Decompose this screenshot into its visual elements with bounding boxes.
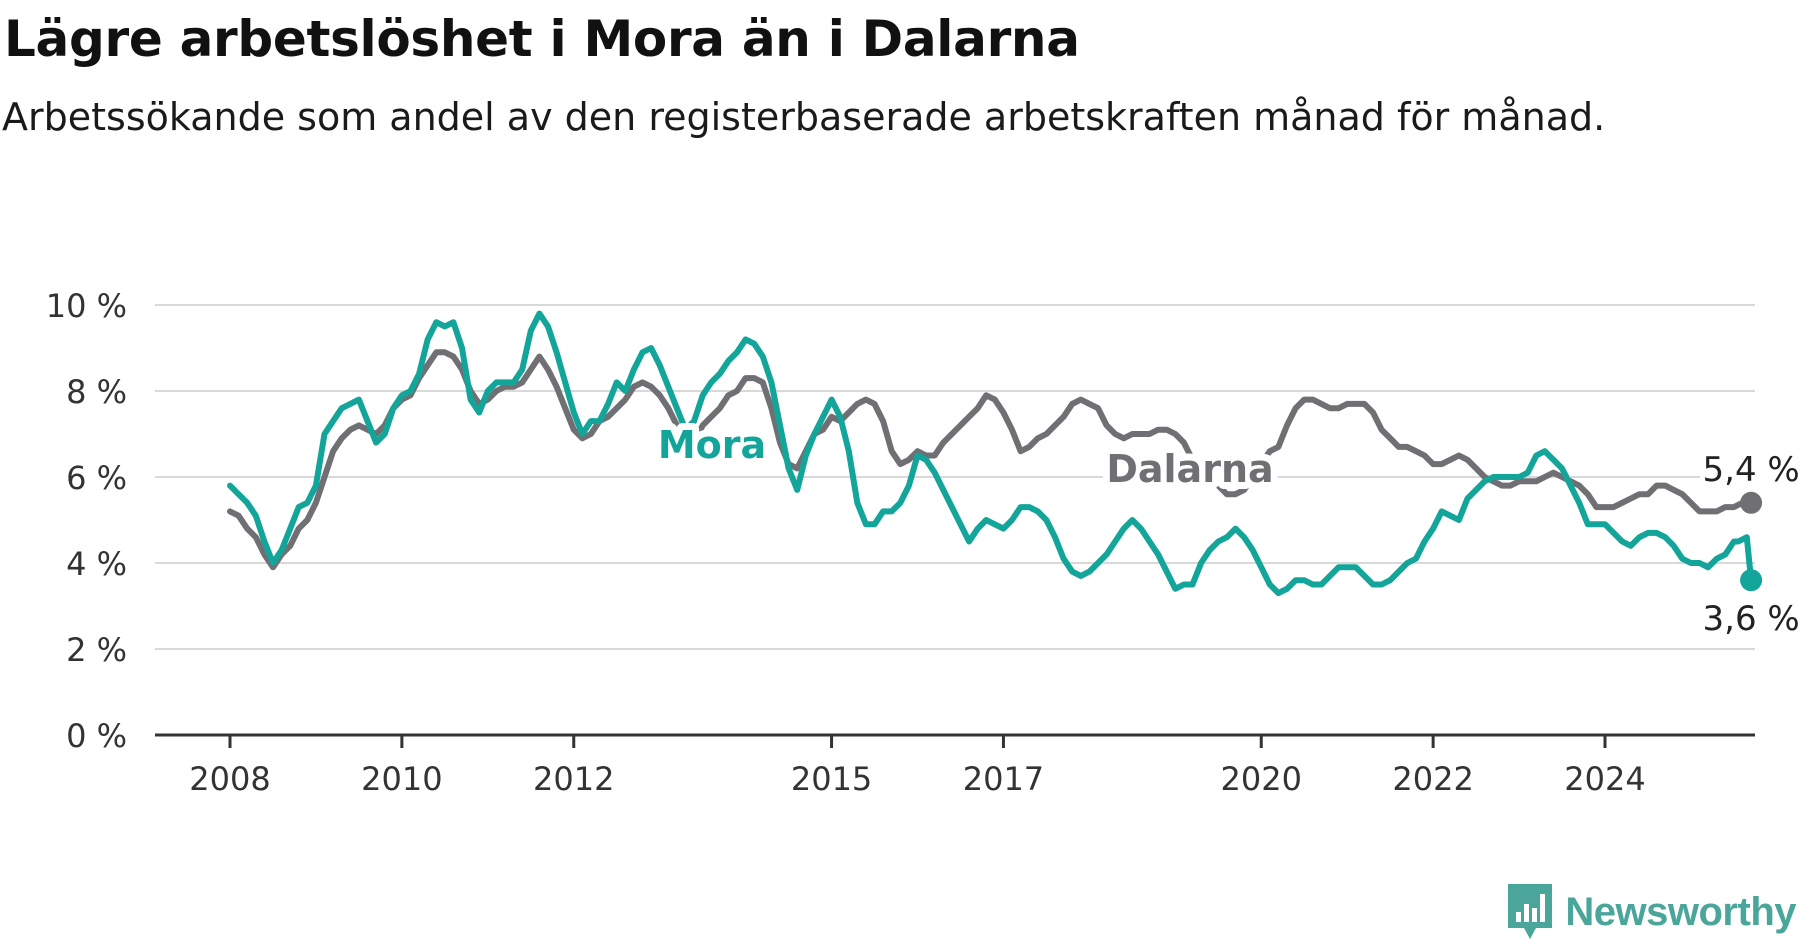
end-label-dalarna: 5,4 % xyxy=(1703,450,1800,490)
y-tick-label: 10 % xyxy=(46,287,127,325)
chart-subtitle: Arbetssökande som andel av den registerb… xyxy=(2,95,1606,139)
chart-title: Lägre arbetslöshet i Mora än i Dalarna xyxy=(4,10,1080,68)
brand-name: Newsworthy xyxy=(1565,889,1796,934)
x-tick-label: 2008 xyxy=(189,760,270,798)
end-point-mora xyxy=(1740,569,1763,592)
y-tick-label: 2 % xyxy=(66,631,127,669)
x-tick-label: 2015 xyxy=(791,760,872,798)
series-label-mora: Mora xyxy=(658,423,766,467)
y-tick-label: 6 % xyxy=(66,459,127,497)
series-line-mora xyxy=(227,310,1755,597)
x-tick-label: 2010 xyxy=(361,760,442,798)
x-tick-label: 2017 xyxy=(963,760,1044,798)
y-tick-label: 4 % xyxy=(66,545,127,583)
y-tick-label: 8 % xyxy=(66,373,127,411)
x-tick-label: 2022 xyxy=(1392,760,1473,798)
end-label-mora: 3,6 % xyxy=(1703,599,1800,639)
end-point-dalarna xyxy=(1740,491,1763,514)
series-line-dalarna xyxy=(227,349,1755,571)
brand-logo: Newsworthy xyxy=(1505,880,1796,944)
newsworthy-logo-icon xyxy=(1508,884,1553,939)
x-tick-label: 2012 xyxy=(533,760,614,798)
x-tick-label: 2020 xyxy=(1221,760,1302,798)
series-label-dalarna: Dalarna xyxy=(1106,447,1273,491)
y-tick-label: 0 % xyxy=(66,717,127,755)
x-tick-label: 2024 xyxy=(1564,760,1645,798)
